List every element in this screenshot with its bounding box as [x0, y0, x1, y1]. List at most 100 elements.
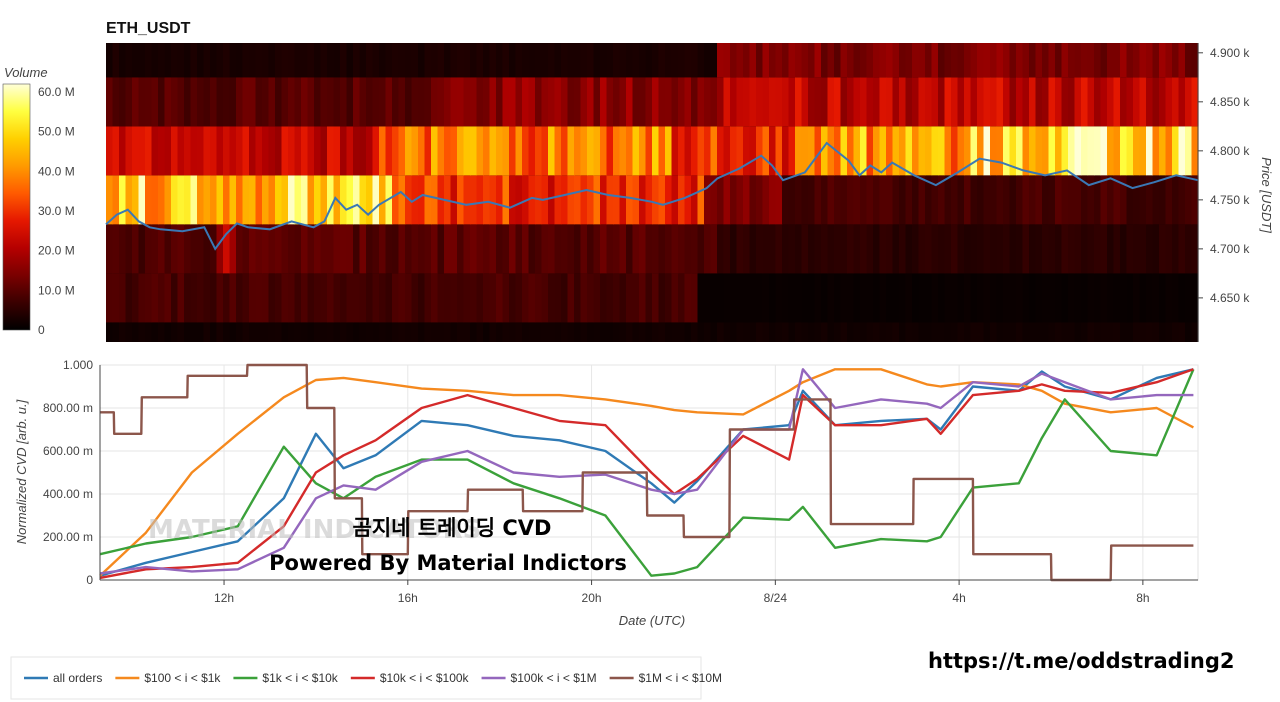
- heatmap-cell: [665, 43, 673, 78]
- heatmap-cell: [639, 224, 647, 274]
- heatmap-cell: [567, 224, 575, 274]
- heatmap-cell: [736, 126, 744, 176]
- heatmap-cell: [1048, 126, 1056, 176]
- heatmap-cell: [112, 224, 120, 274]
- heatmap-cell: [925, 273, 933, 323]
- heatmap-cell: [990, 322, 998, 342]
- heatmap-cell: [405, 43, 413, 78]
- heatmap-cell: [262, 224, 270, 274]
- heatmap-cell: [1113, 273, 1121, 323]
- heatmap-cell: [255, 126, 263, 176]
- heatmap-cell: [1152, 43, 1160, 78]
- heatmap-cell: [1165, 77, 1173, 127]
- heatmap-cell: [970, 77, 978, 127]
- heatmap-cell: [1016, 322, 1024, 342]
- heatmap-cell: [1139, 224, 1147, 274]
- heatmap-cell: [132, 273, 140, 323]
- heatmap-cell: [509, 77, 517, 127]
- heatmap-cell: [639, 77, 647, 127]
- heatmap-cell: [860, 126, 868, 176]
- heatmap-cell: [1133, 273, 1141, 323]
- heatmap-cell: [574, 126, 582, 176]
- heatmap-cell: [834, 322, 842, 342]
- heatmap-cell: [288, 273, 296, 323]
- heatmap-cell: [808, 224, 816, 274]
- heatmap-cell: [535, 77, 543, 127]
- heatmap-cell: [1035, 43, 1043, 78]
- heatmap-cell: [242, 273, 250, 323]
- heatmap-cell: [262, 175, 270, 225]
- heatmap-cell: [541, 273, 549, 323]
- heatmap-cell: [899, 77, 907, 127]
- heatmap-cell: [333, 224, 341, 274]
- heatmap-cell: [138, 126, 146, 176]
- heatmap-cell: [1165, 126, 1173, 176]
- cvd-y-tick-label: 0: [86, 573, 93, 587]
- heatmap-cell: [912, 322, 920, 342]
- heatmap-cell: [1113, 126, 1121, 176]
- heatmap-cell: [1016, 126, 1024, 176]
- heatmap-cell: [567, 126, 575, 176]
- heatmap-cell: [1159, 322, 1167, 342]
- heatmap-cell: [567, 43, 575, 78]
- heatmap-cell: [918, 43, 926, 78]
- colorbar-tick-label: 50.0 M: [38, 125, 75, 139]
- heatmap-cell: [957, 224, 965, 274]
- heatmap-cell: [320, 224, 328, 274]
- heatmap-cell: [1035, 224, 1043, 274]
- heatmap-cell: [457, 175, 465, 225]
- heatmap-cell: [873, 273, 881, 323]
- heatmap-cell: [821, 43, 829, 78]
- heatmap-cell: [1107, 77, 1115, 127]
- heatmap-cell: [964, 126, 972, 176]
- heatmap-cell: [639, 126, 647, 176]
- cvd-x-tick-label: 16h: [398, 591, 418, 605]
- heatmap-cell: [912, 77, 920, 127]
- heatmap-cell: [151, 77, 159, 127]
- heatmap-cell: [697, 273, 705, 323]
- heatmap-cell: [1113, 322, 1121, 342]
- heatmap-cell: [483, 77, 491, 127]
- heatmap-cell: [522, 322, 530, 342]
- heatmap-cell: [1172, 175, 1180, 225]
- heatmap-cell: [619, 126, 627, 176]
- heatmap-cell: [151, 273, 159, 323]
- heatmap-cell: [1081, 77, 1089, 127]
- heatmap-cell: [886, 43, 894, 78]
- heatmap-band: [106, 322, 1199, 342]
- heatmap-cell: [1152, 273, 1160, 323]
- heatmap-cell: [782, 126, 790, 176]
- heatmap-cell: [736, 175, 744, 225]
- heatmap-cell: [840, 175, 848, 225]
- heatmap-cell: [912, 175, 920, 225]
- heatmap-cell: [964, 322, 972, 342]
- telegram-link[interactable]: https://t.me/oddstrading2: [928, 649, 1235, 673]
- legend-label: all orders: [53, 671, 102, 685]
- heatmap-cell: [1139, 175, 1147, 225]
- heatmap-cell: [320, 126, 328, 176]
- heatmap-cell: [1042, 77, 1050, 127]
- heatmap-cell: [834, 77, 842, 127]
- colorbar-tick-label: 0: [38, 323, 45, 337]
- heatmap-cell: [821, 77, 829, 127]
- heatmap-cell: [938, 43, 946, 78]
- heatmap-cell: [626, 43, 634, 78]
- heatmap-cell: [515, 224, 523, 274]
- heatmap-cell: [652, 273, 660, 323]
- heatmap-cell: [1178, 126, 1186, 176]
- heatmap-cell: [645, 126, 653, 176]
- heatmap-cell: [853, 322, 861, 342]
- heatmap-cell: [1185, 224, 1193, 274]
- heatmap-cell: [879, 126, 887, 176]
- heatmap-cell: [1120, 322, 1128, 342]
- heatmap-cell: [1003, 43, 1011, 78]
- heatmap-cell: [775, 175, 783, 225]
- heatmap-cell: [281, 126, 289, 176]
- heatmap-cell: [385, 224, 393, 274]
- heatmap-cell: [125, 43, 133, 78]
- heatmap-cell: [801, 175, 809, 225]
- heatmap-cell: [281, 273, 289, 323]
- heatmap-cell: [996, 43, 1004, 78]
- heatmap-cell: [242, 77, 250, 127]
- heatmap-cell: [470, 175, 478, 225]
